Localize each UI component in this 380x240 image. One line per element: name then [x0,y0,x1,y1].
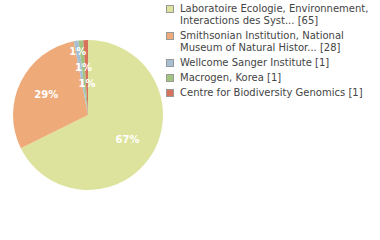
html-text:Wellcome Sanger Institute [1]: Wellcome Sanger Institute [1] [180,57,330,68]
html-text:Laboratoire Ecologie, Environn: Laboratoire Ecologie, Environnement, Int… [180,3,369,26]
html-text:Centre for Biodiversity Genomi: Centre for Biodiversity Genomics [1] [180,87,363,98]
html-text:Macrogen, Korea [1]: Macrogen, Korea [1] [180,72,282,83]
svg-text:29%: 29% [34,89,58,100]
svg-text:1%: 1% [79,78,96,89]
svg-text:1%: 1% [69,46,86,57]
svg-text:1%: 1% [75,62,92,73]
svg-text:67%: 67% [116,134,140,145]
html-text:Smithsonian Institution, Natio: Smithsonian Institution, National Museum… [180,30,344,53]
